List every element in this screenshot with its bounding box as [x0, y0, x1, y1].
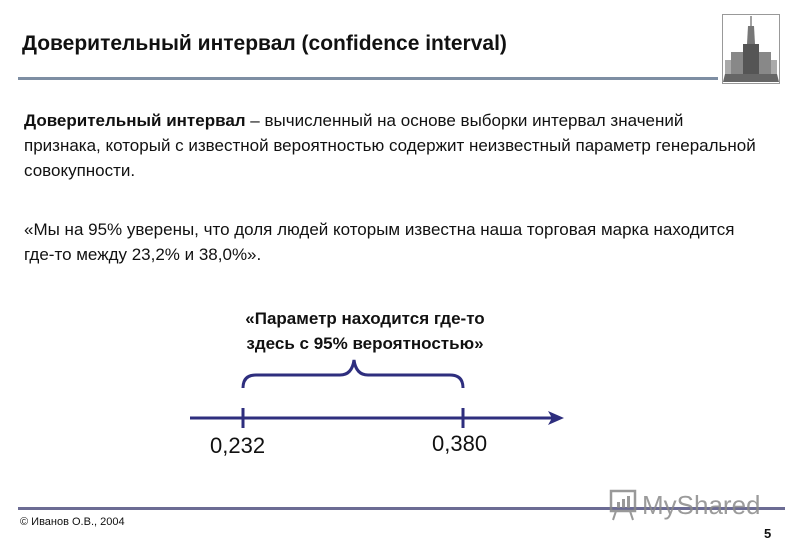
interval-diagram: [190, 359, 564, 428]
university-building-icon: [722, 14, 780, 84]
quote-paragraph: «Мы на 95% уверены, что доля людей котор…: [24, 220, 735, 264]
title-divider: [18, 77, 718, 80]
callout-line-1: «Параметр находится где-то: [245, 309, 485, 328]
page-number: 5: [764, 526, 772, 541]
watermark: MyShared: [608, 488, 761, 522]
interval-high-label: 0,380: [432, 431, 488, 456]
copyright-text: © Иванов О.В., 2004: [20, 516, 125, 528]
definition-text: – вычисленный на основе выборки интервал…: [24, 111, 756, 180]
watermark-text: MyShared: [642, 489, 761, 520]
definition-paragraph: Доверительный интервал – вычисленный на …: [24, 108, 764, 183]
footer-divider: [18, 507, 785, 510]
callout-text: «Параметр находится где-то здесь с 95% в…: [195, 306, 535, 356]
interval-brace: [241, 359, 465, 389]
interval-low-label: 0,232: [210, 433, 266, 458]
definition-term: Доверительный интервал: [24, 111, 246, 130]
axis-arrow-icon: [548, 411, 564, 425]
presentation-board-icon: [609, 489, 637, 521]
callout-line-2: здесь с 95% вероятностью»: [246, 334, 484, 353]
slide-title: Доверительный интервал (confidence inter…: [22, 32, 507, 55]
